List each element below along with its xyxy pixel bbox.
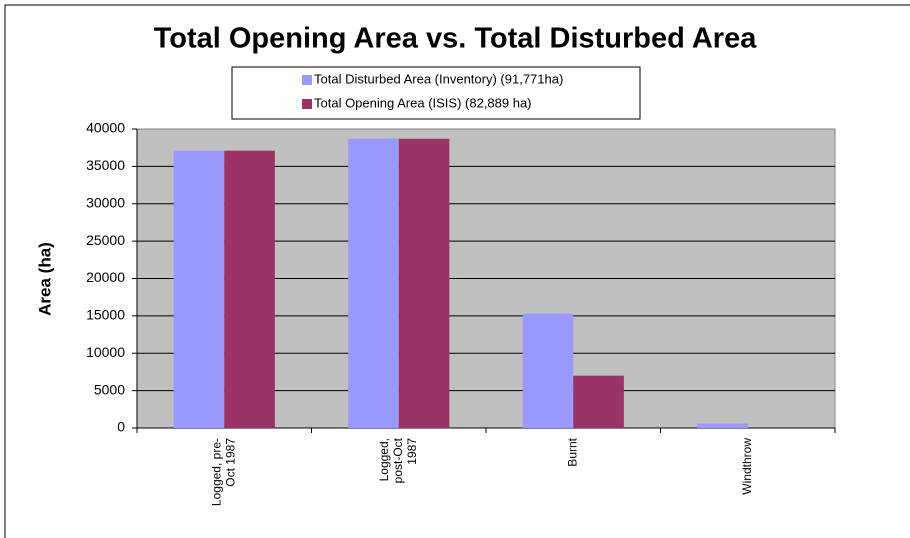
y-axis-label: Area (ha) <box>35 242 54 316</box>
bar <box>173 150 225 429</box>
y-tick-label: 20000 <box>86 269 125 285</box>
y-tick-label: 35000 <box>86 157 125 173</box>
x-tick-label: Logged, pre-Oct 1987 <box>209 438 237 506</box>
bar <box>224 150 275 429</box>
y-tick-label: 15000 <box>86 307 125 323</box>
x-tick-label-line: Oct 1987 <box>223 438 237 487</box>
x-tick-label: Logged,post-Oct1987 <box>377 437 419 483</box>
legend-label: Total Opening Area (ISIS) (82,889 ha) <box>314 95 532 110</box>
chart-title: Total Opening Area vs. Total Disturbed A… <box>154 23 758 55</box>
y-tick-label: 40000 <box>86 120 125 136</box>
x-tick-label: Windthrow <box>740 438 754 495</box>
bar <box>398 138 450 428</box>
x-tick-label-line: Logged, pre- <box>209 438 223 506</box>
y-tick-label: 30000 <box>86 194 125 210</box>
legend-label: Total Disturbed Area (Inventory) (91,771… <box>314 71 563 86</box>
bar <box>697 423 748 428</box>
x-tick-label-line: post-Oct <box>391 437 405 483</box>
legend-swatch <box>302 75 312 85</box>
x-tick-label-line: Logged, <box>377 438 391 481</box>
bar <box>522 313 574 428</box>
y-tick-label: 0 <box>117 419 125 435</box>
x-tick-label-line: Windthrow <box>740 438 754 495</box>
y-tick-label: 5000 <box>94 381 125 397</box>
bar <box>573 375 624 428</box>
legend-box <box>231 66 641 120</box>
x-tick-label-line: 1987 <box>405 438 419 465</box>
y-tick-label: 25000 <box>86 232 125 248</box>
x-tick-label: Burnt <box>565 437 579 466</box>
legend-swatch <box>302 99 312 109</box>
bar <box>348 138 399 428</box>
x-tick-label-line: Burnt <box>565 437 579 466</box>
y-tick-label: 10000 <box>86 344 125 360</box>
